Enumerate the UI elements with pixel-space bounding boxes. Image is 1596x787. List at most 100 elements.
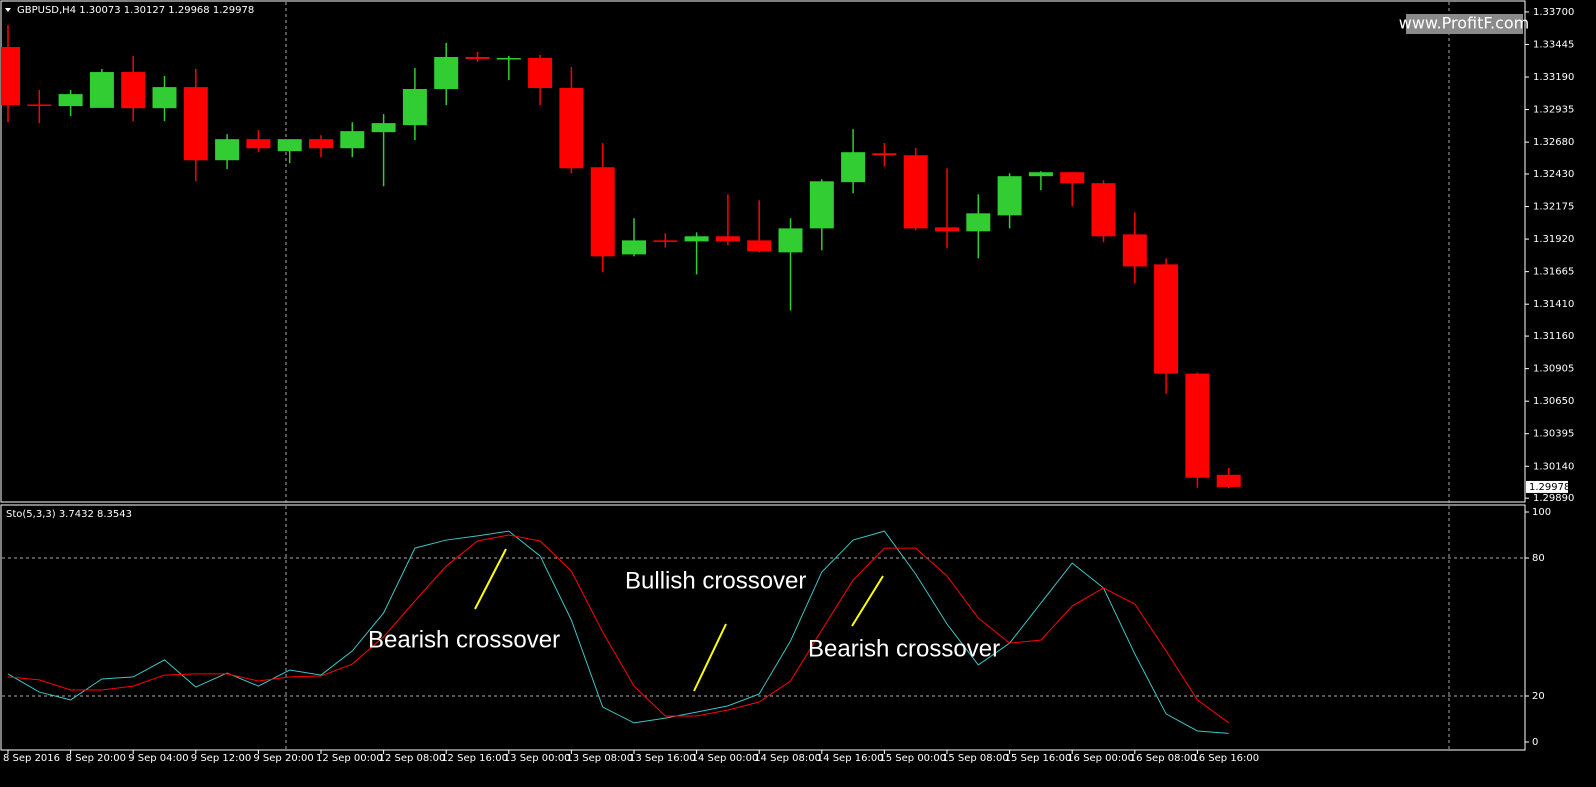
- y-tick-label: 1.30650: [1533, 396, 1574, 407]
- candle-body: [1185, 373, 1210, 478]
- y-tick-label: 1.29890: [1533, 493, 1574, 504]
- last-price-box: [1526, 480, 1568, 493]
- candle-body: [997, 176, 1022, 216]
- candle-body: [559, 87, 584, 169]
- y-tick-label: 80: [1532, 553, 1545, 564]
- price-pane-frame: [0, 0, 1526, 503]
- x-tick-label: 8 Sep 2016: [3, 753, 60, 764]
- annotation-pointer: [693, 623, 727, 692]
- watermark-box: [1406, 14, 1523, 34]
- candle-body: [1091, 183, 1116, 237]
- candle-body: [528, 58, 553, 88]
- x-tick-label: 12 Sep 00:00: [316, 753, 383, 764]
- candle-body: [434, 56, 459, 90]
- last-price-label: 1.29978: [1529, 482, 1570, 493]
- y-tick-label: 1.31410: [1533, 299, 1574, 310]
- candle-body: [1, 47, 20, 106]
- annotation: Bearish crossover: [808, 635, 1000, 662]
- y-tick-label: 1.32430: [1533, 169, 1574, 180]
- candle-body: [653, 240, 678, 242]
- y-tick-label: 0: [1532, 737, 1538, 748]
- x-tick-label: 16 Sep 08:00: [1130, 753, 1197, 764]
- y-tick-label: 1.33190: [1533, 72, 1574, 83]
- candle-body: [903, 155, 928, 229]
- y-tick-label: 100: [1532, 507, 1551, 518]
- x-tick-label: 12 Sep 08:00: [379, 753, 446, 764]
- candle-body: [622, 240, 646, 255]
- stochastic-line: [7, 530, 1229, 734]
- candle-body: [778, 228, 803, 253]
- y-tick-label: 20: [1532, 691, 1545, 702]
- candle-body: [1216, 474, 1241, 487]
- candle-body: [121, 72, 146, 109]
- candle-body: [402, 89, 427, 126]
- candle-body: [371, 123, 396, 133]
- x-tick-label: 14 Sep 16:00: [817, 753, 884, 764]
- candle-body: [183, 87, 208, 161]
- candle-body: [715, 236, 740, 242]
- x-tick-label: 15 Sep 16:00: [1005, 753, 1072, 764]
- x-tick-label: 13 Sep 16:00: [629, 753, 696, 764]
- y-tick-label: 1.31160: [1533, 331, 1574, 342]
- x-tick-label: 12 Sep 16:00: [441, 753, 508, 764]
- y-tick-label: 1.30140: [1533, 461, 1574, 472]
- candle-body: [684, 236, 709, 242]
- y-tick-label: 1.30395: [1533, 429, 1574, 440]
- watermark: www.ProfitF.com: [1399, 14, 1530, 33]
- stochastic-line: [7, 534, 1229, 724]
- y-tick-label: 1.32935: [1533, 105, 1574, 116]
- candle-body: [215, 139, 240, 161]
- candle-body: [496, 58, 521, 60]
- candle-body: [1060, 172, 1085, 184]
- candle-body: [935, 227, 959, 232]
- candle-body: [465, 56, 490, 59]
- x-tick-label: 8 Sep 20:00: [66, 753, 126, 764]
- price-plot: [1, 24, 1241, 489]
- candle-body: [58, 94, 83, 107]
- y-tick-label: 1.31920: [1533, 234, 1574, 245]
- y-tick-label: 1.32175: [1533, 202, 1574, 213]
- annotation: Bullish crossover: [625, 567, 806, 594]
- x-tick-label: 15 Sep 08:00: [942, 753, 1009, 764]
- x-tick-label: 13 Sep 00:00: [504, 753, 571, 764]
- y-tick-label: 1.30905: [1533, 364, 1574, 375]
- x-tick-label: 9 Sep 12:00: [191, 753, 251, 764]
- indicator-title: Sto(5,3,3) 3.7432 8.3543: [6, 509, 132, 520]
- x-tick-label: 16 Sep 00:00: [1067, 753, 1134, 764]
- chart-title: GBPUSD,H4 1.30073 1.30127 1.29968 1.2997…: [17, 5, 254, 16]
- candle-body: [966, 213, 991, 232]
- candle-body: [841, 152, 866, 183]
- candle-body: [309, 139, 333, 149]
- candle-body: [1122, 234, 1147, 267]
- x-tick-label: 15 Sep 00:00: [879, 753, 946, 764]
- candle-body: [89, 72, 114, 108]
- x-tick-label: 9 Sep 04:00: [128, 753, 188, 764]
- y-tick-label: 1.33700: [1533, 7, 1574, 18]
- annotation: Bearish crossover: [368, 626, 560, 653]
- candle-body: [1154, 264, 1179, 374]
- x-tick-label: 16 Sep 16:00: [1192, 753, 1259, 764]
- candle-body: [152, 87, 177, 109]
- candle-body: [590, 167, 615, 257]
- y-tick-label: 1.31665: [1533, 267, 1574, 278]
- stochastic-pane-frame: [0, 504, 1526, 751]
- x-tick-label: 14 Sep 08:00: [754, 753, 821, 764]
- candle-body: [27, 104, 52, 106]
- x-tick-label: 14 Sep 00:00: [692, 753, 759, 764]
- x-tick-label: 13 Sep 08:00: [566, 753, 633, 764]
- menu-triangle: [5, 8, 11, 12]
- y-tick-label: 1.33445: [1533, 39, 1574, 50]
- candle-body: [747, 240, 772, 252]
- y-tick-label: 1.32680: [1533, 137, 1574, 148]
- x-tick-label: 9 Sep 20:00: [253, 753, 313, 764]
- candle-body: [872, 153, 897, 156]
- candle-body: [1028, 172, 1053, 177]
- candle-body: [277, 139, 302, 152]
- annotation-pointer: [474, 548, 507, 610]
- annotation-pointer: [851, 575, 884, 627]
- candle-body: [246, 139, 271, 149]
- candle-body: [340, 131, 365, 149]
